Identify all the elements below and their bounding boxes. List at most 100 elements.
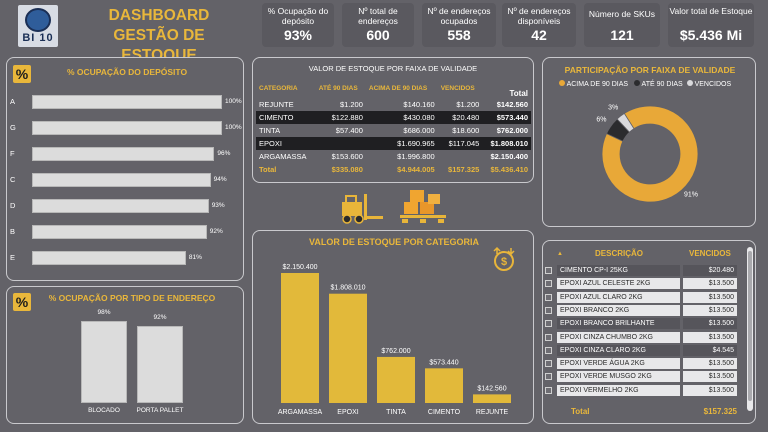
- hbar-chart: A 100% G 100% F 96% C 94% D 93% B 92% E 81%: [10, 95, 242, 276]
- col-header[interactable]: Total: [509, 89, 528, 98]
- panel-title: VALOR DE ESTOQUE POR CATEGORIA: [308, 237, 479, 247]
- list-item[interactable]: EPOXI VERDE ÁGUA 2KG $13.500: [543, 357, 743, 370]
- expand-box-icon[interactable]: [545, 373, 552, 381]
- table-row[interactable]: CIMENTO $122.880 $430.080 $20.480 $573.440: [256, 111, 531, 124]
- list-item[interactable]: EPOXI BRANCO BRILHANTE $13.500: [543, 317, 743, 330]
- category-bar[interactable]: [425, 368, 463, 403]
- list-item[interactable]: CIMENTO CP-I 25KG $20.480: [543, 264, 743, 277]
- sort-arrow-icon[interactable]: ▲: [557, 251, 563, 257]
- hbar[interactable]: [32, 121, 222, 135]
- list-item[interactable]: EPOXI CINZA CHUMBO 2KG $13.500: [543, 331, 743, 344]
- expand-box-icon[interactable]: [545, 360, 552, 368]
- list-item[interactable]: EPOXI CINZA CLARO 2KG $4.545: [543, 344, 743, 357]
- table-row[interactable]: EPOXI $1.690.965 $117.045 $1.808.010: [256, 137, 531, 150]
- category-bar[interactable]: [377, 356, 415, 403]
- legend-item[interactable]: VENCIDOS: [686, 80, 731, 88]
- list-item[interactable]: EPOXI VERDE MUSGO 2KG $13.500: [543, 370, 743, 383]
- hbar-category: E: [10, 253, 16, 262]
- item-value: $13.500: [683, 331, 737, 343]
- kpi-card-skus[interactable]: Número de SKUs 121: [584, 3, 660, 47]
- category-axis-label: ARGAMASSA: [278, 409, 323, 416]
- table-header-row: CATEGORIA ATÉ 90 DIAS ACIMA DE 90 DIAS V…: [256, 78, 531, 99]
- kpi-card-enderecos-ocupados[interactable]: Nº de endereços ocupados 558: [422, 3, 496, 47]
- table-cell: $573.440: [482, 111, 531, 124]
- table-cell: $18.600: [452, 126, 480, 135]
- table-row[interactable]: ARGAMASSA $153.600 $1.996.800 $2.150.400: [256, 150, 531, 163]
- table-cell: $1.996.800: [397, 152, 435, 161]
- expand-box-icon[interactable]: [545, 306, 552, 314]
- kpi-card-enderecos-disponiveis[interactable]: Nº de endereços disponíveis 42: [502, 3, 576, 47]
- scrollbar[interactable]: [747, 247, 753, 411]
- table-cell: $57.400: [335, 126, 363, 135]
- list-item[interactable]: EPOXI VERMELHO 2KG $13.500: [543, 384, 743, 397]
- col-header-descricao[interactable]: DESCRIÇÃO: [595, 249, 644, 258]
- item-description: EPOXI CINZA CLARO 2KG: [557, 344, 680, 356]
- tipo-column-bar[interactable]: [137, 325, 183, 403]
- expand-box-icon[interactable]: [545, 267, 552, 274]
- legend-item[interactable]: ACIMA DE 90 DIAS: [559, 80, 628, 88]
- expand-box-icon[interactable]: [545, 293, 552, 301]
- table-cell: $2.150.400: [490, 152, 528, 161]
- table-total-cell: $157.325: [448, 165, 480, 174]
- table-cell: $1.808.010: [482, 137, 531, 150]
- hbar[interactable]: [32, 95, 222, 109]
- scrollbar-thumb[interactable]: [748, 251, 752, 401]
- expand-box-icon[interactable]: [545, 333, 552, 341]
- table-cell: $20.480: [437, 111, 483, 124]
- hbar-category: G: [10, 123, 16, 132]
- hbar-row[interactable]: G 100%: [10, 121, 242, 135]
- expand-box-icon[interactable]: [545, 386, 552, 394]
- legend-dot-icon: [633, 80, 640, 86]
- hbar-category: F: [10, 149, 15, 158]
- table-cell: $430.080: [365, 111, 438, 124]
- donut-slice[interactable]: [616, 112, 635, 133]
- col-header-vencidos[interactable]: VENCIDOS: [689, 249, 731, 258]
- kpi-value: 93%: [283, 27, 313, 43]
- table-cell: $1.690.965: [365, 137, 438, 150]
- item-value: $13.500: [683, 318, 737, 330]
- item-description: EPOXI VERDE ÁGUA 2KG: [557, 358, 680, 370]
- category-axis-label: EPOXI: [337, 409, 358, 416]
- kpi-card-valor-estoque[interactable]: Valor total de Estoque $5.436 Mi: [668, 3, 754, 47]
- table-cell: $762.000: [496, 126, 528, 135]
- panel-title: % OCUPAÇÃO POR TIPO DE ENDEREÇO: [48, 293, 216, 303]
- col-header[interactable]: CATEGORIA: [259, 84, 298, 92]
- col-header[interactable]: ACIMA DE 90 DIAS: [368, 84, 428, 92]
- table-title: VALOR DE ESTOQUE POR FAIXA DE VALIDADE: [308, 64, 478, 73]
- hbar-row[interactable]: C 94%: [10, 173, 240, 187]
- hbar-value-label: 100%: [225, 124, 242, 131]
- category-bar[interactable]: [281, 273, 319, 403]
- hbar[interactable]: [32, 225, 207, 239]
- category-bar[interactable]: [329, 293, 367, 403]
- kpi-card-ocupacao[interactable]: % Ocupação do depósito 93%: [262, 3, 334, 47]
- col-header[interactable]: VENCIDOS: [440, 84, 475, 92]
- hbar-row[interactable]: D 93%: [10, 199, 240, 213]
- expand-box-icon[interactable]: [545, 280, 552, 288]
- col-header[interactable]: ATÉ 90 DIAS: [318, 84, 358, 92]
- table-row[interactable]: REJUNTE $1.200 $140.160 $1.200 $142.560: [256, 98, 531, 111]
- hbar[interactable]: [32, 199, 209, 213]
- hbar-row[interactable]: A 100%: [10, 95, 242, 109]
- kpi-card-total-enderecos[interactable]: Nº total de endereços 600: [342, 3, 414, 47]
- panel-title: % OCUPAÇÃO DO DEPÓSITO: [66, 67, 188, 77]
- hbar-row[interactable]: E 81%: [10, 251, 240, 265]
- donut-slice[interactable]: [601, 105, 699, 203]
- hbar-row[interactable]: B 92%: [10, 225, 240, 239]
- hbar-row[interactable]: F 96%: [10, 147, 240, 161]
- hbar[interactable]: [32, 251, 186, 265]
- hbar[interactable]: [32, 147, 215, 161]
- list-item[interactable]: EPOXI BRANCO 2KG $13.500: [543, 304, 743, 317]
- table-row[interactable]: TINTA $57.400 $686.000 $18.600 $762.000: [256, 124, 531, 137]
- tipo-column-bar[interactable]: [81, 320, 127, 403]
- list-item[interactable]: EPOXI AZUL CELESTE 2KG $13.500: [543, 277, 743, 290]
- expand-box-icon[interactable]: [545, 320, 552, 328]
- tipo-value-label: 92%: [153, 313, 167, 321]
- legend-item[interactable]: ATÉ 90 DIAS: [633, 80, 683, 88]
- tipo-column-chart: 98% BLOCADO 92% PORTA PALLET: [7, 307, 245, 419]
- item-description: EPOXI AZUL CELESTE 2KG: [557, 278, 680, 290]
- hbar[interactable]: [32, 173, 211, 187]
- category-bar[interactable]: [473, 394, 511, 403]
- company-logo: BI 10: [18, 5, 58, 47]
- expand-box-icon[interactable]: [545, 346, 552, 354]
- list-item[interactable]: EPOXI AZUL CLARO 2KG $13.500: [543, 291, 743, 304]
